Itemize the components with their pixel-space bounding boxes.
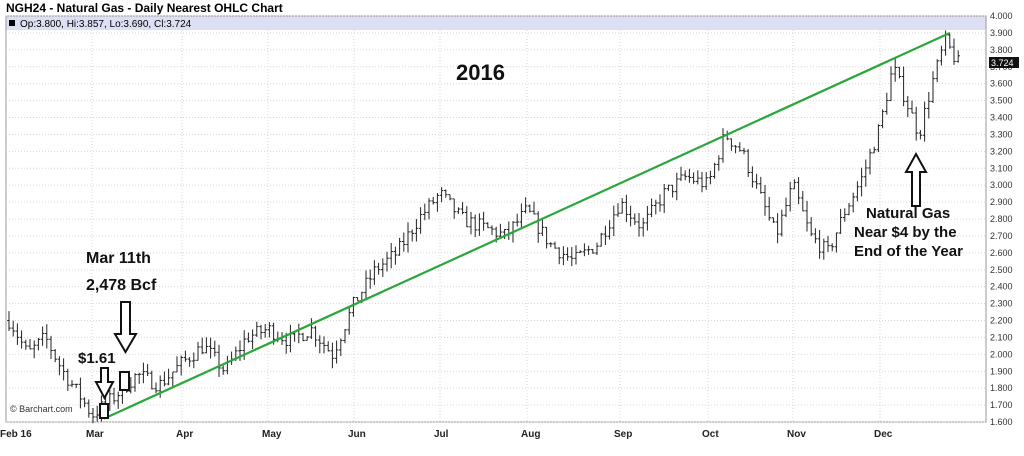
- grid-layer: [6, 15, 986, 423]
- annotation-low-price: $1.61: [78, 350, 116, 367]
- x-tick-label: Oct: [702, 429, 719, 440]
- y-tick-label: 3.600: [990, 79, 1013, 89]
- barchart-credit: © Barchart.com: [10, 404, 73, 414]
- y-tick-label: 3.200: [990, 146, 1013, 156]
- trend-layer: [103, 31, 951, 420]
- y-tick-label: 1.800: [990, 383, 1013, 393]
- low-price-box-icon: [99, 403, 109, 419]
- y-axis: 1.600 1.700 1.800 1.900 2.000 2.100 2.200 2.300…: [990, 11, 1013, 427]
- y-tick-label: 2.700: [990, 231, 1013, 241]
- x-tick-label: Nov: [787, 429, 806, 440]
- annotation-mar11-date: Mar 11th: [86, 250, 151, 267]
- y-tick-label: 2.400: [990, 282, 1013, 292]
- x-tick-label: Apr: [176, 429, 193, 440]
- y-tick-label: 2.500: [990, 265, 1013, 275]
- x-tick-label: Aug: [521, 429, 540, 440]
- y-tick-label: 3.900: [990, 28, 1013, 38]
- annotation-mar11-storage: 2,478 Bcf: [86, 277, 157, 294]
- y-tick-label: 3.400: [990, 113, 1013, 123]
- y-tick-label: 2.200: [990, 316, 1013, 326]
- y-tick-label: 3.000: [990, 180, 1013, 190]
- y-tick-label: 2.000: [990, 349, 1013, 359]
- y-tick-label: 3.300: [990, 129, 1013, 139]
- mar11-box-icon: [119, 371, 130, 391]
- x-tick-label: Dec: [874, 429, 893, 440]
- x-axis: Feb 16 Mar Apr May Jun Jul Aug Sep Oct Nov Dec: [0, 429, 893, 440]
- annotation-natgas-line2: Near $4 by the: [854, 224, 957, 241]
- trend-line: [103, 31, 951, 420]
- y-tick-label: 3.500: [990, 96, 1013, 106]
- last-price-tag: [989, 57, 1019, 68]
- year-label: 2016: [456, 60, 505, 85]
- y-tick-label: 3.800: [990, 45, 1013, 55]
- y-tick-label: 2.100: [990, 332, 1013, 342]
- annotation-natgas-line1: Natural Gas: [866, 205, 950, 222]
- y-tick-label: 1.700: [990, 400, 1013, 410]
- ohlc-readout: Op:3.800, Hi:3.857, Lo:3.690, Cl:3.724: [20, 19, 192, 30]
- y-tick-label: 3.100: [990, 163, 1013, 173]
- price-bars: [7, 30, 960, 424]
- y-tick-label: 1.600: [990, 417, 1013, 427]
- y-tick-label: 1.900: [990, 366, 1013, 376]
- x-tick-label: Jun: [348, 429, 366, 440]
- y-tick-label: 2.600: [990, 248, 1013, 258]
- y-tick-label: 4.000: [990, 11, 1013, 21]
- x-tick-label: Jul: [434, 429, 449, 440]
- header-band: [6, 16, 986, 30]
- ohlc-marker-icon: [9, 20, 15, 26]
- chart-title: NGH24 - Natural Gas - Daily Nearest OHLC…: [6, 1, 283, 15]
- annotation-natgas-line3: End of the Year: [854, 243, 963, 260]
- mar11-arrow-icon: [113, 301, 138, 354]
- natgas-up-arrow-icon: [904, 151, 928, 207]
- x-tick-label: May: [262, 429, 282, 440]
- x-tick-label: Sep: [614, 429, 632, 440]
- x-tick-label: Feb 16: [0, 429, 32, 440]
- y-tick-label: 2.900: [990, 197, 1013, 207]
- low-price-arrow-icon: [94, 367, 115, 401]
- y-tick-label: 2.800: [990, 214, 1013, 224]
- y-tick-label: 2.300: [990, 299, 1013, 309]
- last-price-value: 3.724: [991, 58, 1014, 68]
- x-tick-label: Mar: [86, 429, 104, 440]
